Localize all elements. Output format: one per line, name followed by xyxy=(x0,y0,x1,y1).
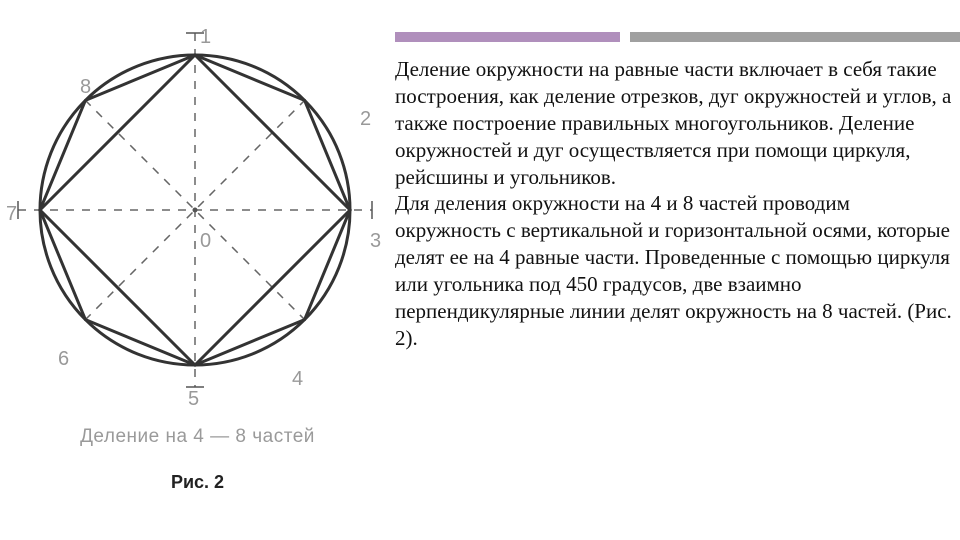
accent-bar-right xyxy=(630,32,960,42)
paragraph-1: Деление окружности на равные части включ… xyxy=(395,56,955,190)
figure-region: 1 2 3 4 5 6 7 8 0 Деление на 4 — 8 часте… xyxy=(0,25,395,493)
point-label-5: 5 xyxy=(188,388,199,410)
figure-caption: Рис. 2 xyxy=(0,472,395,493)
point-label-8: 8 xyxy=(80,76,91,98)
figure-subcaption: Деление на 4 — 8 частей xyxy=(0,426,395,448)
point-label-3: 3 xyxy=(370,230,381,252)
circle-diagram: 1 2 3 4 5 6 7 8 0 xyxy=(0,25,395,420)
center-label: 0 xyxy=(200,230,211,252)
paragraph-2: Для деления окружности на 4 и 8 частей п… xyxy=(395,190,955,351)
body-text: Деление окружности на равные части включ… xyxy=(395,56,955,352)
point-label-1: 1 xyxy=(200,26,211,48)
point-label-4: 4 xyxy=(292,368,303,390)
point-label-6: 6 xyxy=(58,348,69,370)
point-label-2: 2 xyxy=(360,108,371,130)
accent-bar-left xyxy=(395,32,620,42)
point-label-7: 7 xyxy=(6,203,17,225)
